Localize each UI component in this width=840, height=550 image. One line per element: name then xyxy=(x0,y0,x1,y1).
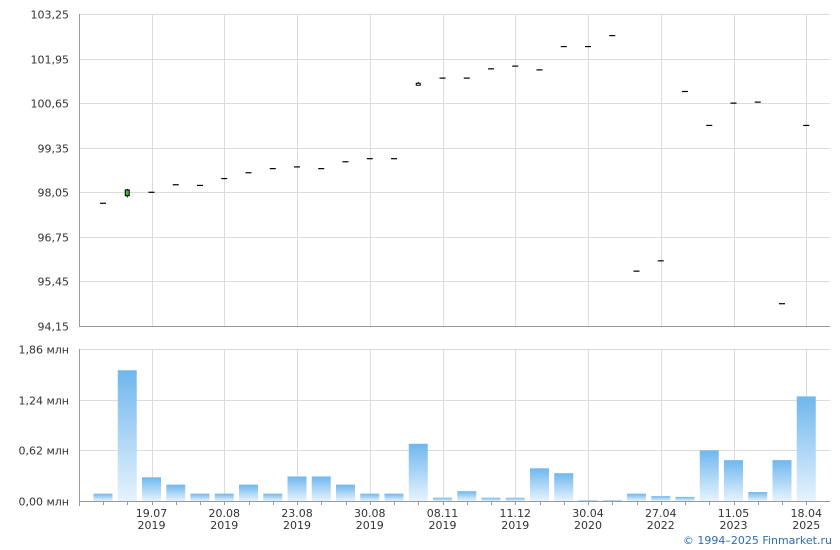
volume-bar xyxy=(796,396,816,501)
x-tick-label-year: 2019 xyxy=(283,519,311,532)
price-y-tick-label: 94,15 xyxy=(38,321,70,334)
x-tick-label-year: 2023 xyxy=(720,519,748,532)
volume-bar xyxy=(142,477,161,501)
volume-bar xyxy=(214,493,234,501)
x-tick-label-date: 30.08 xyxy=(354,507,386,520)
x-tick-label-date: 30.04 xyxy=(572,507,604,520)
x-tick-label-date: 20.08 xyxy=(209,507,241,520)
price-y-tick-label: 101,95 xyxy=(31,54,70,67)
volume-bar xyxy=(263,493,283,501)
volume-bar xyxy=(287,476,307,501)
x-tick-label-year: 2019 xyxy=(356,519,384,532)
x-tick-label-date: 27.04 xyxy=(645,507,677,520)
x-tick-label-year: 2019 xyxy=(429,519,457,532)
price-candle-body xyxy=(124,189,130,197)
volume-bar xyxy=(481,497,501,501)
price-mark xyxy=(415,81,421,86)
volume-bar xyxy=(505,497,525,501)
price-y-tick-label: 103,25 xyxy=(31,9,70,22)
volume-y-tick-label: 0,00 млн xyxy=(18,496,69,509)
price-y-tick-label: 95,45 xyxy=(38,276,70,289)
price-y-tick-label: 100,65 xyxy=(31,98,70,111)
volume-bar xyxy=(651,496,671,501)
volume-bar xyxy=(336,484,355,501)
volume-bar xyxy=(627,493,646,501)
price-panel: 103,25 101,95 100,65 99,35 98,05 96,75 95,45 94… xyxy=(31,9,830,334)
x-tick-label-year: 2020 xyxy=(574,519,602,532)
x-tick-label-year: 2019 xyxy=(138,519,166,532)
x-tick-label-date: 08.11 xyxy=(427,507,459,520)
x-tick-label-year: 2019 xyxy=(210,519,238,532)
x-tick-label-date: 19.07 xyxy=(136,507,168,520)
volume-bar xyxy=(433,497,452,501)
volume-bar xyxy=(457,491,477,501)
price-mark xyxy=(124,188,130,198)
x-tick-label-date: 18.04 xyxy=(791,507,823,520)
volume-bar xyxy=(408,443,428,501)
price-y-tick-label: 98,05 xyxy=(38,187,70,200)
volume-bar xyxy=(602,500,622,502)
volume-y-tick-label: 1,86 млн xyxy=(18,344,69,357)
price-y-tick-label: 96,75 xyxy=(38,232,70,245)
volume-bar xyxy=(724,460,743,501)
volume-bar xyxy=(117,370,137,501)
volume-bar xyxy=(772,460,792,501)
x-tick-label-date: 23.08 xyxy=(281,507,313,520)
volume-y-tick-label: 1,24 млн xyxy=(18,395,69,408)
copyright-credit[interactable]: © 1994–2025 Finmarket.ru xyxy=(682,534,832,547)
price-y-tick-label: 99,35 xyxy=(38,143,70,156)
volume-bar xyxy=(384,493,404,501)
volume-bar xyxy=(311,476,331,501)
volume-bar xyxy=(190,493,210,501)
volume-bar xyxy=(93,493,113,501)
volume-bar xyxy=(748,492,768,501)
volume-bar xyxy=(360,493,380,501)
x-tick-label-year: 2022 xyxy=(647,519,675,532)
volume-bar xyxy=(699,450,719,501)
x-tick-label-date: 11.05 xyxy=(718,507,750,520)
price-candle-body xyxy=(415,82,421,86)
x-tick-label-year: 2025 xyxy=(792,519,820,532)
volume-bar xyxy=(578,500,598,502)
volume-bar xyxy=(530,468,549,501)
volume-bar xyxy=(675,496,695,501)
volume-y-tick-label: 0,62 млн xyxy=(18,445,69,458)
x-tick-label-date: 11.12 xyxy=(500,507,532,520)
volume-bar xyxy=(554,473,574,501)
x-tick-label-year: 2019 xyxy=(501,519,529,532)
volume-bar xyxy=(239,484,258,501)
volume-bar xyxy=(166,484,186,501)
